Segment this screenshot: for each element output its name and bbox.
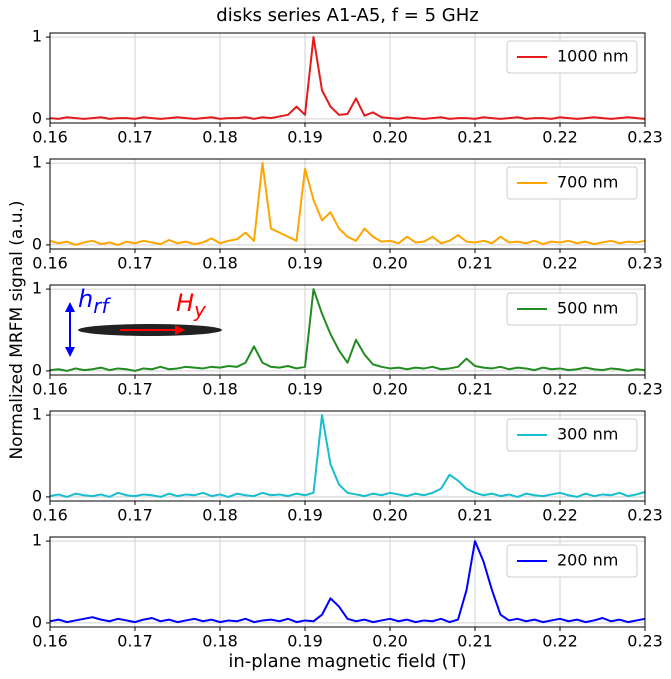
x-tick-label: 0.20 xyxy=(372,380,408,399)
data-line xyxy=(49,414,646,498)
data-line xyxy=(49,540,646,624)
x-tick-label: 0.23 xyxy=(627,380,663,399)
annotation-sub: rf xyxy=(93,294,111,318)
legend: 300 nm xyxy=(506,418,638,452)
y-tick-label: 1 xyxy=(32,531,42,550)
legend-label: 500 nm xyxy=(557,299,618,318)
x-tick-label: 0.23 xyxy=(627,632,663,651)
x-tick-label: 0.19 xyxy=(287,506,323,525)
x-tick-label: 0.16 xyxy=(32,380,68,399)
plot-frame xyxy=(49,536,646,628)
x-tick-label: 0.16 xyxy=(32,254,68,273)
x-tick-label: 0.22 xyxy=(542,380,578,399)
x-tick-label: 0.20 xyxy=(372,254,408,273)
x-tick-label: 0.19 xyxy=(287,128,323,147)
x-tick-label: 0.16 xyxy=(32,128,68,147)
y-tick-label: 1 xyxy=(32,405,42,424)
plot-frame xyxy=(49,284,646,376)
chart-title: disks series A1-A5, f = 5 GHz xyxy=(216,5,478,26)
y-tick-label: 0 xyxy=(32,108,42,127)
annotation: hrf xyxy=(78,285,111,318)
x-tick-label: 0.18 xyxy=(202,380,238,399)
legend-box xyxy=(506,166,638,200)
x-tick-label: 0.22 xyxy=(542,128,578,147)
x-tick-label: 0.21 xyxy=(457,380,493,399)
y-axis-label: Normalized MRFM signal (a.u.) xyxy=(7,200,27,459)
annotation-sub: y xyxy=(193,298,207,322)
data-line xyxy=(49,162,646,246)
plot-frame xyxy=(49,32,646,124)
y-tick-label: 1 xyxy=(32,279,42,298)
x-tick-label: 0.20 xyxy=(372,632,408,651)
legend-label: 300 nm xyxy=(557,425,618,444)
x-tick-label: 0.17 xyxy=(117,128,153,147)
y-tick-label: 0 xyxy=(32,612,42,631)
panel: 0.16 0.17 0.18 0.19 0.20 0.21 0.22 0.23 0 1 200 nm xyxy=(32,531,663,651)
y-tick-label: 0 xyxy=(32,360,42,379)
x-tick-label: 0.23 xyxy=(627,506,663,525)
legend: 200 nm xyxy=(506,544,638,578)
x-tick-label: 0.23 xyxy=(627,254,663,273)
y-tick-label: 1 xyxy=(32,27,42,46)
panel: 0.16 0.17 0.18 0.19 0.20 0.21 0.22 0.23 0 1 300 nm xyxy=(32,405,663,525)
x-tick-label: 0.20 xyxy=(372,128,408,147)
panel: 0.16 0.17 0.18 0.19 0.20 0.21 0.22 0.23 0 1 500 nm xyxy=(32,279,663,399)
y-tick-label: 0 xyxy=(32,486,42,505)
x-tick-label: 0.22 xyxy=(542,254,578,273)
x-tick-label: 0.16 xyxy=(32,506,68,525)
x-tick-label: 0.17 xyxy=(117,506,153,525)
legend: 700 nm xyxy=(506,166,638,200)
x-tick-label: 0.18 xyxy=(202,506,238,525)
annotation-main: H xyxy=(176,289,194,317)
x-tick-label: 0.22 xyxy=(542,632,578,651)
legend-box xyxy=(506,40,638,74)
legend: 500 nm xyxy=(506,292,638,326)
x-tick-label: 0.17 xyxy=(117,632,153,651)
x-tick-label: 0.19 xyxy=(287,380,323,399)
plot-frame xyxy=(49,158,646,250)
panel: 0.16 0.17 0.18 0.19 0.20 0.21 0.22 0.23 0 1 700 nm xyxy=(32,153,663,273)
annotation-main: h xyxy=(78,285,93,313)
data-line xyxy=(49,36,646,120)
x-tick-label: 0.18 xyxy=(202,254,238,273)
panel: 0.16 0.17 0.18 0.19 0.20 0.21 0.22 0.23 0 1 1000 n… xyxy=(32,27,663,147)
x-tick-label: 0.21 xyxy=(457,632,493,651)
x-axis-label: in-plane magnetic field (T) xyxy=(228,651,466,672)
x-tick-label: 0.18 xyxy=(202,632,238,651)
data-line xyxy=(49,288,646,372)
x-tick-label: 0.17 xyxy=(117,254,153,273)
x-tick-label: 0.17 xyxy=(117,380,153,399)
legend-box xyxy=(506,418,638,452)
legend-label: 200 nm xyxy=(557,551,618,570)
x-tick-label: 0.21 xyxy=(457,506,493,525)
legend-box xyxy=(506,292,638,326)
y-tick-label: 1 xyxy=(32,153,42,172)
x-tick-label: 0.16 xyxy=(32,632,68,651)
x-tick-label: 0.21 xyxy=(457,128,493,147)
legend-label: 700 nm xyxy=(557,173,618,192)
annotation: Hy xyxy=(176,289,207,322)
x-tick-label: 0.18 xyxy=(202,128,238,147)
legend-label: 1000 nm xyxy=(557,47,629,66)
legend: 1000 nm xyxy=(506,40,638,74)
x-tick-label: 0.22 xyxy=(542,506,578,525)
x-tick-label: 0.19 xyxy=(287,254,323,273)
x-tick-label: 0.19 xyxy=(287,632,323,651)
x-tick-label: 0.20 xyxy=(372,506,408,525)
x-tick-label: 0.23 xyxy=(627,128,663,147)
legend-box xyxy=(506,544,638,578)
y-tick-label: 0 xyxy=(32,234,42,253)
plot-frame xyxy=(49,410,646,502)
x-tick-label: 0.21 xyxy=(457,254,493,273)
